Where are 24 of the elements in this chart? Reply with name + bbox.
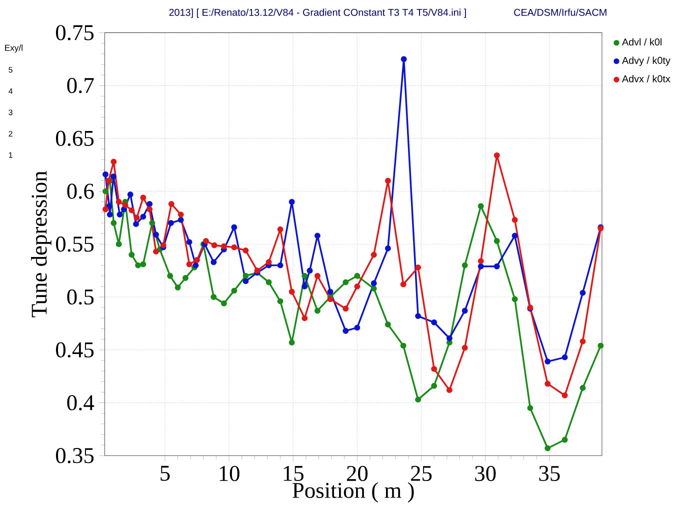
x-axis-title: Position ( m ): [292, 482, 414, 503]
x-tick-label: 5: [160, 466, 170, 481]
legend-label: Advl / k0l: [622, 38, 662, 46]
legend-label: Advy / k0ty: [622, 56, 670, 66]
text: Exy/l: [5, 44, 22, 53]
legend-label: Advx / k0tx: [622, 75, 670, 82]
x-tick-label: 10: [220, 466, 240, 482]
y-axis-title: Tune depression: [31, 170, 52, 318]
y-tick-label: 0.55: [56, 236, 94, 252]
y-tick-label: 0.6: [67, 184, 94, 199]
x-tick-label: 35: [539, 466, 560, 481]
x-tick-label: 15: [284, 466, 304, 481]
chart-title: 2013] [ E:/Renato/13.12/V84 - Gradient COnstant T3 T4 T5/V84.ini ]: [169, 8, 466, 18]
text: CEA/DSM/Irfu/SACM: [514, 8, 606, 16]
x-tick-label: 20: [346, 466, 368, 482]
y-tick-label: 0.65: [56, 130, 94, 146]
y-tick-label: 0.4: [67, 395, 94, 410]
y-tick-label: 0.45: [56, 342, 94, 358]
y-tick-label: 0.5: [67, 289, 94, 305]
y-tick-label: 0.75: [56, 25, 94, 40]
y-tick-label: 0.35: [56, 448, 94, 464]
x-tick-label: 30: [475, 466, 496, 482]
y-tick-label: 0.7: [67, 78, 94, 94]
x-tick-label: 25: [411, 466, 432, 481]
